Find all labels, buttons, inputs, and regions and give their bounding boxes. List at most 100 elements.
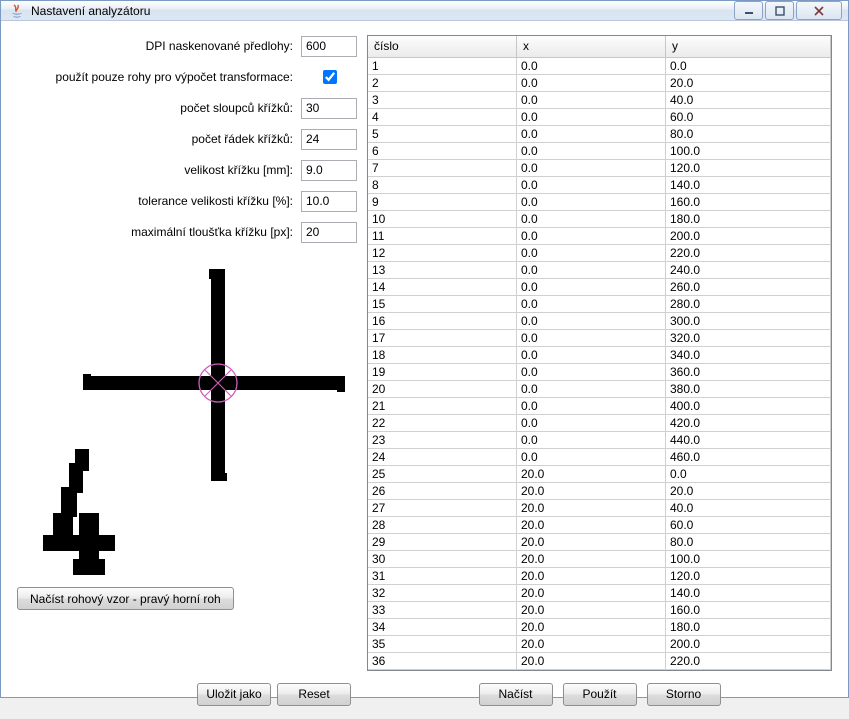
load-button[interactable]: Načíst <box>479 683 553 706</box>
footer-buttons: Uložit jako Reset Načíst Použít Storno <box>17 681 832 707</box>
cell-y: 360.0 <box>666 364 831 380</box>
table-row[interactable]: 10.00.0 <box>368 58 831 75</box>
cell-x: 0.0 <box>517 211 666 227</box>
cell-x: 0.0 <box>517 143 666 159</box>
cell-number: 20 <box>368 381 517 397</box>
table-header: číslo x y <box>368 36 831 58</box>
input-max-thickness[interactable] <box>301 222 357 243</box>
close-button[interactable] <box>796 1 842 20</box>
cell-number: 15 <box>368 296 517 312</box>
table-row[interactable]: 30.040.0 <box>368 92 831 109</box>
table-row[interactable]: 3220.0140.0 <box>368 585 831 602</box>
cell-x: 0.0 <box>517 296 666 312</box>
table-row[interactable]: 3520.0200.0 <box>368 636 831 653</box>
reset-button[interactable]: Reset <box>277 683 351 706</box>
save-as-button[interactable]: Uložit jako <box>197 683 271 706</box>
input-tolerance[interactable] <box>301 191 357 212</box>
table-row[interactable]: 90.0160.0 <box>368 194 831 211</box>
cell-y: 200.0 <box>666 228 831 244</box>
cell-number: 32 <box>368 585 517 601</box>
table-row[interactable]: 110.0200.0 <box>368 228 831 245</box>
cell-y: 180.0 <box>666 211 831 227</box>
table-row[interactable]: 220.0420.0 <box>368 415 831 432</box>
label-max-thickness: maximální tloušťka křížku [px]: <box>131 225 293 239</box>
table-row[interactable]: 3120.0120.0 <box>368 568 831 585</box>
table-row[interactable]: 2620.020.0 <box>368 483 831 500</box>
table-body[interactable]: 10.00.020.020.030.040.040.060.050.080.06… <box>368 58 831 670</box>
cell-x: 20.0 <box>517 619 666 635</box>
table-row[interactable]: 50.080.0 <box>368 126 831 143</box>
table-row[interactable]: 60.0100.0 <box>368 143 831 160</box>
cancel-button[interactable]: Storno <box>647 683 721 706</box>
table-row[interactable]: 100.0180.0 <box>368 211 831 228</box>
cell-number: 29 <box>368 534 517 550</box>
col-header-y[interactable]: y <box>666 36 831 57</box>
input-rows[interactable] <box>301 129 357 150</box>
table-row[interactable]: 2820.060.0 <box>368 517 831 534</box>
cell-number: 27 <box>368 500 517 516</box>
table-row[interactable]: 160.0300.0 <box>368 313 831 330</box>
input-cols[interactable] <box>301 98 357 119</box>
titlebar[interactable]: Nastavení analyzátoru <box>1 1 848 21</box>
table-row[interactable]: 3020.0100.0 <box>368 551 831 568</box>
table-row[interactable]: 3620.0220.0 <box>368 653 831 670</box>
apply-button[interactable]: Použít <box>563 683 637 706</box>
table-row[interactable]: 180.0340.0 <box>368 347 831 364</box>
table-row[interactable]: 190.0360.0 <box>368 364 831 381</box>
cell-number: 7 <box>368 160 517 176</box>
cell-x: 0.0 <box>517 228 666 244</box>
cell-y: 180.0 <box>666 619 831 635</box>
cell-number: 11 <box>368 228 517 244</box>
table-row[interactable]: 3420.0180.0 <box>368 619 831 636</box>
row-max-thickness: maximální tloušťka křížku [px]: <box>17 221 357 243</box>
table-row[interactable]: 2720.040.0 <box>368 500 831 517</box>
cell-number: 14 <box>368 279 517 295</box>
cell-y: 40.0 <box>666 500 831 516</box>
table-row[interactable]: 240.0460.0 <box>368 449 831 466</box>
load-corner-pattern-button[interactable]: Načíst rohový vzor - pravý horní roh <box>17 587 234 610</box>
cell-number: 13 <box>368 262 517 278</box>
cell-number: 2 <box>368 75 517 91</box>
row-cols: počet sloupců křížků: <box>17 97 357 119</box>
table-row[interactable]: 80.0140.0 <box>368 177 831 194</box>
input-dpi[interactable] <box>301 36 357 57</box>
cell-x: 20.0 <box>517 653 666 669</box>
table-row[interactable]: 70.0120.0 <box>368 160 831 177</box>
table-row[interactable]: 2520.00.0 <box>368 466 831 483</box>
checkbox-use-corners[interactable] <box>323 70 337 84</box>
table-row[interactable]: 150.0280.0 <box>368 296 831 313</box>
cell-x: 20.0 <box>517 585 666 601</box>
cell-y: 0.0 <box>666 466 831 482</box>
cell-y: 80.0 <box>666 534 831 550</box>
cell-y: 120.0 <box>666 568 831 584</box>
table-row[interactable]: 20.020.0 <box>368 75 831 92</box>
label-cols: počet sloupců křížků: <box>180 101 293 115</box>
table-row[interactable]: 230.0440.0 <box>368 432 831 449</box>
col-header-x[interactable]: x <box>517 36 666 57</box>
table-row[interactable]: 120.0220.0 <box>368 245 831 262</box>
table-row[interactable]: 40.060.0 <box>368 109 831 126</box>
cell-number: 16 <box>368 313 517 329</box>
cell-y: 400.0 <box>666 398 831 414</box>
table-row[interactable]: 140.0260.0 <box>368 279 831 296</box>
cell-x: 20.0 <box>517 466 666 482</box>
table-row[interactable]: 2920.080.0 <box>368 534 831 551</box>
cell-x: 0.0 <box>517 75 666 91</box>
cell-number: 12 <box>368 245 517 261</box>
table-row[interactable]: 130.0240.0 <box>368 262 831 279</box>
cell-number: 24 <box>368 449 517 465</box>
minimize-button[interactable] <box>734 1 763 20</box>
cell-x: 0.0 <box>517 313 666 329</box>
cell-x: 20.0 <box>517 551 666 567</box>
input-cross-size[interactable] <box>301 160 357 181</box>
maximize-button[interactable] <box>765 1 794 20</box>
table-row[interactable]: 200.0380.0 <box>368 381 831 398</box>
cell-y: 0.0 <box>666 58 831 74</box>
table-row[interactable]: 3320.0160.0 <box>368 602 831 619</box>
col-header-number[interactable]: číslo <box>368 36 517 57</box>
left-panel: DPI naskenované předlohy: použít pouze r… <box>17 35 357 671</box>
cell-x: 0.0 <box>517 109 666 125</box>
table-row[interactable]: 170.0320.0 <box>368 330 831 347</box>
table-row[interactable]: 210.0400.0 <box>368 398 831 415</box>
cell-y: 220.0 <box>666 653 831 669</box>
